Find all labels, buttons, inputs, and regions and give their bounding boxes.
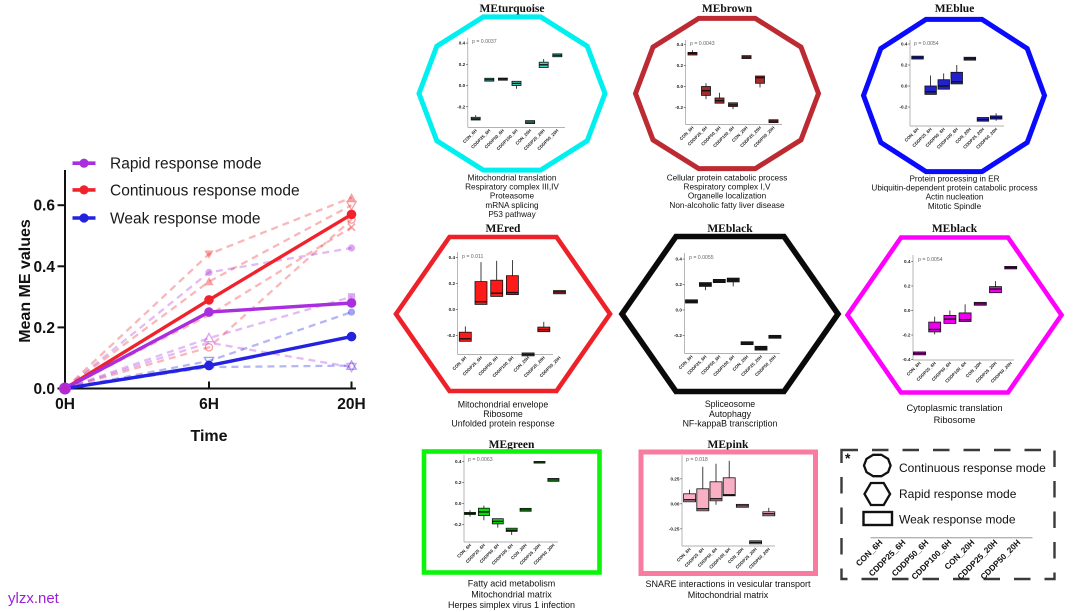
svg-text:-0.2: -0.2	[447, 333, 455, 338]
svg-text:Non-alcoholic fatty liver dise: Non-alcoholic fatty liver disease	[669, 201, 785, 210]
svg-text:0.0: 0.0	[33, 381, 55, 398]
svg-text:Rapid response mode: Rapid response mode	[110, 156, 262, 173]
svg-text:Mitochondrial matrix: Mitochondrial matrix	[471, 589, 552, 599]
svg-text:p = 0.0037: p = 0.0037	[472, 39, 497, 45]
svg-text:-0.2: -0.2	[899, 105, 907, 110]
svg-text:Organelle localization: Organelle localization	[688, 192, 767, 201]
svg-text:Ubiquitin-dependent protein ca: Ubiquitin-dependent protein catabolic pr…	[871, 184, 1037, 193]
svg-text:0.2: 0.2	[449, 281, 456, 286]
svg-text:MEgreen: MEgreen	[489, 439, 535, 451]
svg-text:0.0: 0.0	[459, 83, 466, 88]
svg-text:MEturquoise: MEturquoise	[480, 3, 545, 15]
svg-text:Continuous response mode: Continuous response mode	[110, 182, 300, 199]
svg-text:MEpink: MEpink	[708, 439, 750, 451]
svg-text:Mitochondrial translation: Mitochondrial translation	[468, 174, 557, 183]
svg-text:0.25: 0.25	[670, 476, 679, 481]
svg-text:0.2: 0.2	[904, 284, 911, 289]
svg-text:0.0: 0.0	[904, 308, 911, 313]
svg-text:Mitotic Spindle: Mitotic Spindle	[928, 202, 982, 211]
svg-text:0.4: 0.4	[904, 259, 911, 264]
svg-text:Herpes simplex virus 1 infecti: Herpes simplex virus 1 infection	[448, 600, 575, 610]
svg-text:0.0: 0.0	[676, 308, 683, 313]
svg-text:Proteasome: Proteasome	[490, 192, 535, 201]
svg-text:0.4: 0.4	[33, 259, 55, 276]
svg-text:Respiratory complex I,V: Respiratory complex I,V	[684, 183, 771, 192]
svg-text:p = 0.0055: p = 0.0055	[689, 255, 714, 261]
svg-text:0.4: 0.4	[677, 42, 684, 47]
svg-text:-0.4: -0.4	[902, 357, 910, 362]
svg-text:0.4: 0.4	[449, 255, 456, 260]
svg-text:MEbrown: MEbrown	[702, 3, 753, 15]
svg-text:P53 pathway: P53 pathway	[488, 210, 536, 219]
svg-text:mRNA splicing: mRNA splicing	[485, 201, 539, 210]
svg-text:Continuous response mode: Continuous response mode	[899, 461, 1046, 475]
svg-text:0.2: 0.2	[459, 62, 466, 67]
svg-text:-0.25: -0.25	[669, 526, 680, 531]
svg-text:0.4: 0.4	[455, 459, 462, 464]
svg-text:0.4: 0.4	[676, 257, 683, 262]
svg-text:0.4: 0.4	[901, 42, 908, 47]
svg-text:Weak response mode: Weak response mode	[110, 211, 261, 228]
svg-text:*: *	[845, 450, 851, 466]
svg-text:0.0: 0.0	[449, 307, 456, 312]
svg-text:-0.2: -0.2	[457, 104, 465, 109]
svg-text:Protein processing in ER: Protein processing in ER	[909, 174, 999, 183]
svg-text:-0.2: -0.2	[674, 333, 682, 338]
svg-text:p = 0.0043: p = 0.0043	[690, 41, 715, 47]
svg-text:ylzx.net: ylzx.net	[8, 590, 60, 607]
svg-text:-0.2: -0.2	[675, 105, 683, 110]
svg-text:0.4: 0.4	[459, 41, 466, 46]
svg-text:Autophagy: Autophagy	[709, 409, 752, 419]
svg-text:0.00: 0.00	[670, 501, 679, 506]
svg-text:Mitochondrial envelope: Mitochondrial envelope	[458, 400, 549, 410]
svg-text:Ribosome: Ribosome	[934, 415, 976, 425]
svg-text:0.0: 0.0	[677, 84, 684, 89]
svg-text:Unfolded protein response: Unfolded protein response	[451, 419, 554, 429]
svg-text:0.0: 0.0	[901, 84, 908, 89]
svg-text:MEred: MEred	[486, 223, 522, 235]
svg-text:Fatty acid metabolism: Fatty acid metabolism	[468, 579, 556, 589]
svg-text:Respiratory complex III,IV: Respiratory complex III,IV	[465, 183, 559, 192]
svg-text:NF-kappaB transcription: NF-kappaB transcription	[683, 419, 778, 429]
svg-text:0.2: 0.2	[677, 63, 684, 68]
svg-text:Cellular protein catabolic pro: Cellular protein catabolic process	[667, 173, 788, 182]
svg-text:Rapid response mode: Rapid response mode	[899, 487, 1017, 501]
svg-text:SNARE interactions in vesicula: SNARE interactions in vesicular transpor…	[645, 579, 811, 589]
svg-text:Spliceosome: Spliceosome	[705, 399, 755, 409]
svg-text:MEblue: MEblue	[935, 3, 975, 15]
svg-text:p = 0.011: p = 0.011	[462, 254, 484, 260]
svg-text:0.2: 0.2	[455, 480, 462, 485]
svg-text:Cytoplasmic translation: Cytoplasmic translation	[906, 403, 1002, 413]
svg-text:0H: 0H	[55, 396, 75, 413]
svg-text:MEblack: MEblack	[932, 223, 978, 235]
svg-text:Time: Time	[190, 428, 227, 445]
svg-text:0.2: 0.2	[676, 282, 683, 287]
svg-text:Ribosome: Ribosome	[483, 409, 523, 419]
svg-text:0.0: 0.0	[455, 501, 462, 506]
svg-text:0.2: 0.2	[901, 63, 908, 68]
svg-text:0.6: 0.6	[33, 198, 55, 215]
svg-text:6H: 6H	[199, 396, 219, 413]
svg-text:-0.2: -0.2	[902, 333, 910, 338]
svg-text:-0.2: -0.2	[453, 522, 461, 527]
svg-text:p = 0.0054: p = 0.0054	[918, 257, 943, 263]
svg-text:p = 0.0054: p = 0.0054	[914, 41, 939, 47]
svg-text:p = 0.0063: p = 0.0063	[468, 457, 493, 463]
svg-text:Weak response mode: Weak response mode	[899, 512, 1016, 526]
svg-text:Mitochondrial matrix: Mitochondrial matrix	[688, 590, 769, 600]
svg-text:p = 0.018: p = 0.018	[686, 457, 708, 463]
svg-text:0.2: 0.2	[33, 320, 55, 337]
svg-text:Actin nucleation: Actin nucleation	[926, 193, 984, 202]
svg-text:MEblack: MEblack	[707, 223, 753, 235]
svg-text:20H: 20H	[337, 396, 365, 413]
svg-text:Mean ME values: Mean ME values	[17, 219, 34, 343]
